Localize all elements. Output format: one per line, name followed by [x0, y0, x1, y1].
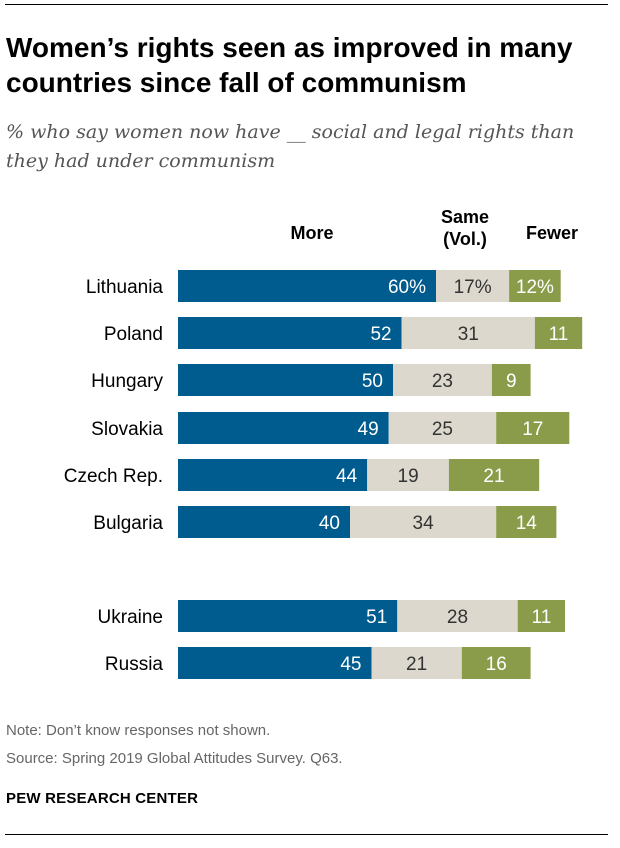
data-label-fewer-slovakia: 17 [522, 419, 543, 440]
data-label-more-slovakia: 49 [358, 419, 379, 440]
category-label-russia: Russia [105, 654, 164, 675]
data-label-more-ukraine: 51 [366, 607, 387, 628]
bar-more-hungary [178, 364, 393, 396]
data-label-same-vol-czech-rep: 19 [398, 466, 419, 487]
category-label-poland: Poland [104, 324, 163, 345]
category-label-bulgaria: Bulgaria [93, 513, 163, 534]
data-label-more-russia: 45 [340, 654, 361, 675]
data-label-same-vol-hungary: 23 [432, 371, 453, 392]
source-text: Source: Spring 2019 Global Attitudes Sur… [6, 750, 343, 767]
bar-more-bulgaria [178, 506, 350, 538]
column-header-fewer: Fewer [525, 223, 579, 243]
bar-fewer-slovakia [496, 412, 570, 444]
bar-same-vol-czech-rep [367, 459, 449, 491]
bar-fewer-hungary [491, 364, 531, 396]
bar-more-russia [178, 647, 372, 679]
bar-same-vol-lithuania [436, 270, 510, 302]
bar-same-vol-hungary [393, 364, 492, 396]
bar-same-vol-poland [401, 317, 535, 349]
bar-same-vol-slovakia [388, 412, 497, 444]
data-label-fewer-bulgaria: 14 [516, 513, 538, 534]
data-label-same-vol-bulgaria: 34 [413, 513, 435, 534]
column-header-same: Same (Vol.) [440, 207, 490, 249]
category-label-hungary: Hungary [91, 371, 163, 392]
bar-fewer-lithuania [509, 270, 561, 302]
chart-title: Women’s rights seen as improved in many … [6, 32, 573, 98]
data-label-fewer-ukraine: 11 [532, 607, 552, 628]
category-label-lithuania: Lithuania [86, 277, 164, 298]
note-text: Note: Don’t know responses not shown. [6, 722, 271, 739]
data-label-more-lithuania: 60% [388, 277, 426, 298]
bar-same-vol-bulgaria [350, 506, 497, 538]
bar-same-vol-russia [371, 647, 462, 679]
data-label-more-poland: 52 [370, 324, 391, 345]
bottom-rule [5, 834, 608, 835]
bar-fewer-russia [461, 647, 531, 679]
bar-same-vol-ukraine [397, 600, 518, 632]
bar-more-lithuania [178, 270, 436, 302]
category-label-czech-rep: Czech Rep. [64, 466, 163, 487]
bar-fewer-poland [534, 317, 583, 349]
chart-subtitle: % who say women now have __ social and l… [6, 121, 575, 172]
bar-fewer-bulgaria [496, 506, 557, 538]
data-label-more-hungary: 50 [362, 371, 383, 392]
data-label-fewer-czech-rep: 21 [483, 466, 504, 487]
data-label-same-vol-russia: 21 [406, 654, 427, 675]
data-label-same-vol-poland: 31 [458, 324, 479, 345]
bar-fewer-ukraine [517, 600, 565, 632]
bar-fewer-czech-rep [448, 459, 540, 491]
data-label-fewer-russia: 16 [486, 654, 507, 675]
top-rule [5, 4, 608, 5]
data-label-more-bulgaria: 40 [319, 513, 340, 534]
data-label-more-czech-rep: 44 [336, 466, 358, 487]
bar-more-ukraine [178, 600, 398, 632]
data-label-fewer-lithuania: 12% [516, 277, 554, 298]
data-label-same-vol-slovakia: 25 [432, 419, 453, 440]
bar-more-poland [178, 317, 402, 349]
brand-logo-text: PEW RESEARCH CENTER [6, 790, 199, 807]
bar-more-slovakia [178, 412, 389, 444]
column-header-more: More [290, 223, 334, 243]
bar-more-czech-rep [178, 459, 368, 491]
data-label-fewer-hungary: 9 [506, 371, 517, 392]
category-label-ukraine: Ukraine [98, 607, 163, 628]
data-label-fewer-poland: 11 [549, 324, 569, 345]
category-label-slovakia: Slovakia [91, 419, 163, 440]
data-label-same-vol-lithuania: 17% [454, 277, 492, 298]
data-label-same-vol-ukraine: 28 [447, 607, 468, 628]
